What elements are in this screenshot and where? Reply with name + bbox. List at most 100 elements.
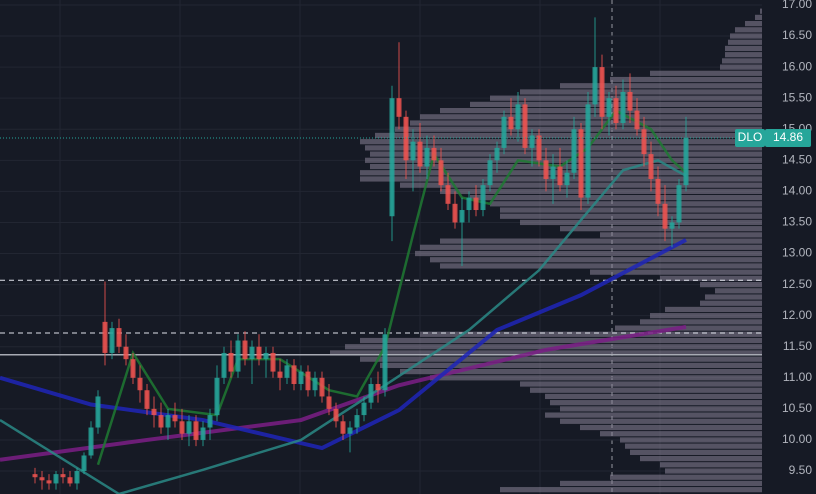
profile-bar bbox=[650, 313, 762, 319]
candle-body bbox=[67, 477, 73, 484]
symbol-label: DLO bbox=[738, 130, 763, 144]
candle-body bbox=[200, 427, 206, 440]
profile-bar bbox=[370, 163, 762, 170]
candle-body bbox=[123, 346, 129, 360]
symbol-box bbox=[735, 128, 765, 147]
profile-bar bbox=[560, 406, 762, 412]
candle-body bbox=[361, 402, 367, 416]
candle-body bbox=[382, 334, 388, 391]
candle-body bbox=[284, 365, 290, 378]
profile-bar bbox=[440, 263, 762, 269]
candle-body bbox=[32, 474, 38, 478]
y-tick-label: 9.50 bbox=[789, 463, 813, 477]
candle-body bbox=[396, 98, 402, 117]
profile-bar bbox=[560, 226, 762, 232]
candle-body bbox=[102, 321, 108, 353]
candle-body bbox=[389, 98, 395, 217]
profile-bar bbox=[610, 76, 762, 83]
candle-body bbox=[46, 480, 52, 484]
candle-body bbox=[354, 415, 360, 428]
candle-body bbox=[487, 160, 493, 186]
candle-body bbox=[298, 371, 304, 385]
candle-body bbox=[88, 427, 94, 456]
profile-bar bbox=[660, 462, 762, 468]
candle-body bbox=[130, 359, 136, 378]
profile-bar bbox=[520, 219, 762, 226]
profile-bar bbox=[415, 250, 762, 257]
candle-body bbox=[74, 471, 80, 484]
candle-body bbox=[466, 197, 472, 211]
profile-bar bbox=[600, 232, 762, 238]
candle-body bbox=[459, 210, 465, 223]
profile-bar bbox=[760, 8, 762, 14]
profile-bar bbox=[665, 468, 762, 474]
candle-body bbox=[410, 141, 416, 161]
profile-bar bbox=[625, 443, 762, 449]
profile-bar bbox=[700, 281, 762, 288]
candle-body bbox=[620, 91, 626, 124]
profile-bar bbox=[630, 449, 762, 455]
profile-bar bbox=[380, 362, 762, 368]
profile-bar bbox=[600, 431, 762, 437]
candle-body bbox=[116, 328, 122, 347]
candle-body bbox=[305, 371, 311, 391]
candle-body bbox=[347, 427, 353, 434]
candle-body bbox=[585, 104, 591, 198]
candle-body bbox=[207, 415, 213, 428]
candle-body bbox=[214, 377, 220, 416]
profile-bar bbox=[560, 83, 762, 89]
profile-bar bbox=[545, 393, 762, 400]
profile-bar bbox=[330, 350, 762, 356]
candle-body bbox=[634, 110, 640, 130]
y-tick-label: 11.00 bbox=[783, 370, 812, 384]
candle-body bbox=[641, 129, 647, 155]
candle-body bbox=[151, 408, 157, 416]
candle-body bbox=[501, 116, 507, 148]
moving-average bbox=[0, 238, 687, 451]
candle-body bbox=[53, 474, 59, 484]
y-tick-label: 13.50 bbox=[782, 215, 812, 229]
candle-body bbox=[676, 185, 682, 223]
candle-body bbox=[221, 352, 227, 378]
candle-body bbox=[655, 178, 661, 204]
profile-bar bbox=[720, 64, 762, 70]
price-label: 14.86 bbox=[773, 130, 803, 144]
y-tick-label: 16.50 bbox=[782, 28, 812, 42]
candle-body bbox=[270, 352, 276, 372]
profile-bar bbox=[550, 400, 762, 406]
profile-bar bbox=[490, 201, 762, 207]
candle-body bbox=[683, 137, 689, 186]
candle-body bbox=[557, 166, 563, 186]
candle-body bbox=[60, 474, 66, 478]
price-box bbox=[765, 128, 811, 147]
profile-bar bbox=[360, 337, 762, 344]
candle-body bbox=[452, 203, 458, 223]
candle-body bbox=[480, 185, 486, 211]
profile-bar bbox=[420, 244, 762, 250]
candle-body bbox=[235, 340, 241, 372]
y-tick-label: 16.00 bbox=[782, 59, 812, 73]
y-tick-label: 12.50 bbox=[782, 277, 812, 291]
candle-body bbox=[522, 104, 528, 148]
profile-bar bbox=[420, 114, 762, 120]
candle-body bbox=[263, 352, 269, 360]
candle-body bbox=[592, 67, 598, 105]
candle-body bbox=[277, 371, 283, 378]
candle-body bbox=[550, 166, 556, 179]
profile-bar bbox=[430, 257, 762, 263]
candle-body bbox=[137, 377, 143, 391]
profile-bar bbox=[640, 319, 762, 325]
profile-bar bbox=[490, 95, 762, 101]
candle-body bbox=[179, 421, 185, 434]
profile-bar bbox=[500, 487, 762, 493]
candle-body bbox=[291, 365, 297, 385]
profile-bar bbox=[610, 474, 762, 480]
candle-body bbox=[599, 67, 605, 117]
candle-body bbox=[445, 185, 451, 204]
profile-bar bbox=[660, 275, 762, 281]
candle-body bbox=[515, 104, 521, 130]
profile-bar bbox=[420, 331, 762, 337]
profile-bar bbox=[725, 45, 762, 52]
profile-bar bbox=[705, 294, 762, 300]
